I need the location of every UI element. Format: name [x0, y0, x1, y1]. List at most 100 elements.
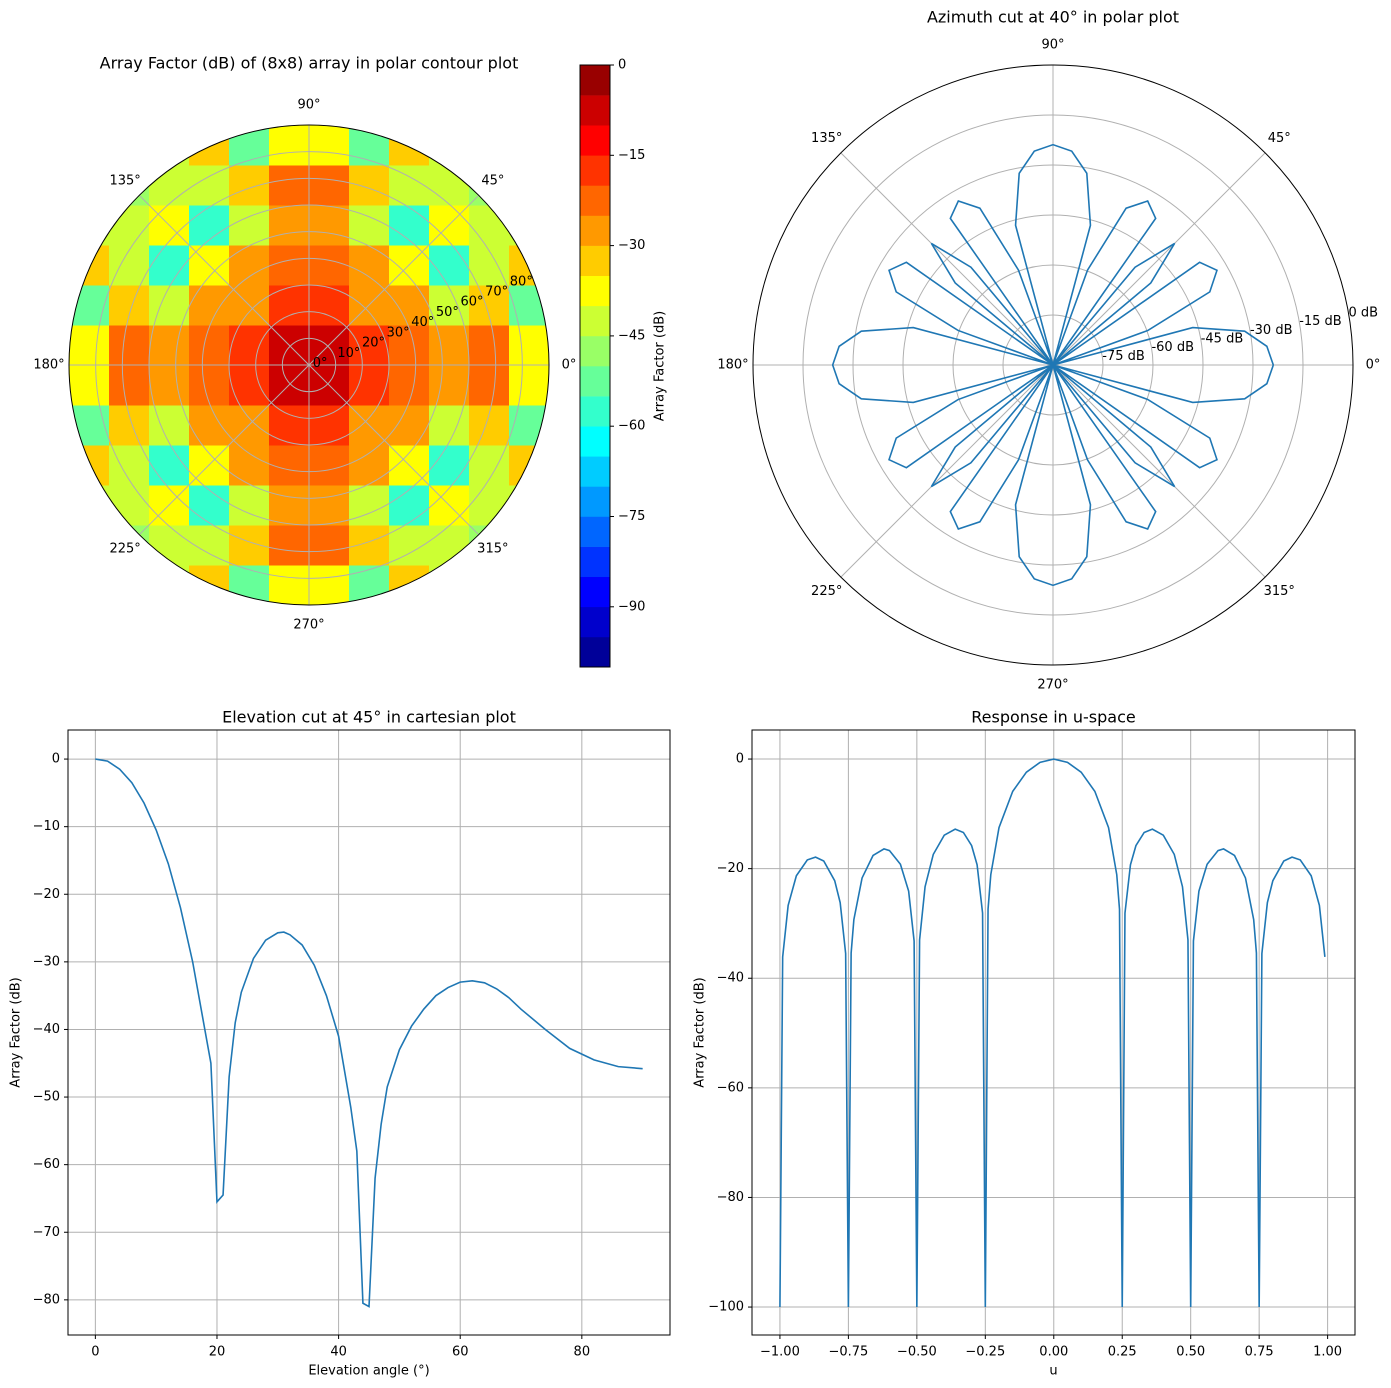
colorbar-segment	[580, 576, 610, 608]
colorbar-tick-label: −30	[618, 238, 645, 253]
x-tick-label: −0.75	[828, 1345, 868, 1360]
x-tick-label: −0.50	[897, 1345, 937, 1360]
angle-tick-label: 315°	[477, 541, 508, 556]
contour-cell	[509, 485, 549, 526]
r-tick-label: 50°	[436, 305, 459, 320]
colorbar-tick-label: −15	[618, 148, 645, 163]
contour-cell	[469, 365, 510, 406]
y-tick-label: −30	[33, 954, 60, 969]
polar-frame	[68, 124, 550, 606]
colorbar-segment	[580, 275, 610, 307]
contour-cell	[109, 405, 150, 446]
grid-spoke	[138, 364, 310, 536]
r-tick-label: 20°	[362, 336, 385, 351]
contour-cell	[309, 485, 350, 526]
contour-cell	[189, 205, 230, 246]
contour-cell	[269, 565, 310, 605]
x-tick-label: 0.25	[1108, 1345, 1137, 1360]
contour-cell	[149, 325, 190, 366]
colorbar-segment	[580, 245, 610, 276]
contour-cell	[389, 485, 430, 526]
colorbar-tick-label: −45	[618, 328, 645, 343]
chart-title: Elevation cut at 45° in cartesian plot	[222, 708, 516, 727]
y-tick-label: 0	[736, 752, 744, 767]
data-line	[95, 758, 643, 1308]
contour-cell	[349, 565, 390, 605]
contour-cell	[509, 445, 549, 486]
polar-grid	[753, 65, 1353, 665]
contour-cell	[429, 125, 470, 166]
polar-grid	[69, 125, 549, 605]
colorbar-segment	[580, 65, 610, 96]
angle-tick-label: 0°	[1366, 358, 1381, 373]
contour-cell	[269, 165, 310, 206]
angle-tick-label: 180°	[33, 358, 64, 373]
contour-cell	[149, 525, 190, 566]
polar-frame	[752, 64, 1354, 666]
contour-cell	[149, 125, 190, 166]
contour-cell	[69, 405, 110, 446]
contour-cell	[349, 325, 390, 366]
y-tick-label: −20	[33, 887, 60, 902]
colorbar-segment	[580, 366, 610, 397]
angle-tick-label: 270°	[293, 618, 324, 633]
colorbar-label: Array Factor (dB)	[653, 311, 668, 421]
contour-cell	[429, 165, 470, 206]
grid-spoke	[308, 364, 480, 536]
contour-cell	[229, 245, 270, 286]
contour-cell	[189, 125, 230, 166]
r-tick-label: 40°	[411, 315, 434, 330]
chart-title: Response in u-space	[971, 708, 1135, 727]
colorbar-tick-label: −75	[618, 509, 645, 524]
y-tick-label: −50	[33, 1090, 60, 1105]
contour-cell	[189, 165, 230, 206]
r-tick-label: -45 dB	[1201, 331, 1244, 346]
chart-title: Azimuth cut at 40° in polar plot	[927, 8, 1179, 27]
angle-tick-label: 315°	[1264, 584, 1295, 599]
colorbar-segment	[580, 396, 610, 427]
contour-cell	[109, 365, 150, 406]
grid-spoke	[308, 194, 480, 366]
y-tick-label: −40	[717, 971, 744, 986]
contour-cell	[229, 565, 270, 605]
y-tick-label: −20	[717, 861, 744, 876]
contour-cell	[309, 285, 350, 326]
contour-cell	[189, 285, 230, 326]
contour-cell	[189, 325, 230, 366]
colorbar-segment	[580, 155, 610, 186]
contour-cell	[349, 165, 390, 206]
grid-spoke	[1052, 152, 1266, 366]
chart-title: Array Factor (dB) of (8x8) array in pola…	[100, 54, 519, 73]
data-line	[831, 143, 1275, 587]
contour-cell	[469, 405, 510, 446]
contour-cell	[509, 365, 549, 406]
colorbar-frame	[579, 64, 611, 668]
angle-tick-label: 90°	[1041, 38, 1064, 53]
contour-cell	[229, 165, 270, 206]
x-tick-label: 0.00	[1039, 1345, 1068, 1360]
contour-cell	[389, 165, 430, 206]
contour-cell	[149, 365, 190, 406]
contour-cell	[229, 325, 270, 366]
y-axis-label: Array Factor (dB)	[693, 977, 708, 1087]
data-line	[779, 758, 1326, 1308]
contour-cell	[149, 445, 190, 486]
contour-cell	[469, 245, 510, 286]
colorbar-segment	[580, 486, 610, 517]
r-tick-label: 60°	[461, 295, 484, 310]
contour-cell	[69, 485, 110, 526]
y-axis-label: Array Factor (dB)	[9, 977, 24, 1087]
r-tick-label: -75 dB	[1102, 349, 1145, 364]
contour-cell	[229, 485, 270, 526]
contour-cell	[429, 245, 470, 286]
contour-cell	[509, 205, 549, 246]
contour-cell	[309, 405, 350, 446]
contour-cell	[389, 365, 430, 406]
r-tick-label: 10°	[337, 346, 360, 361]
r-tick-label: -30 dB	[1250, 323, 1293, 338]
grid-spoke	[138, 194, 310, 366]
contour-cell	[149, 245, 190, 286]
colorbar-tick-label: 0	[618, 58, 626, 73]
contour-cell	[429, 365, 470, 406]
